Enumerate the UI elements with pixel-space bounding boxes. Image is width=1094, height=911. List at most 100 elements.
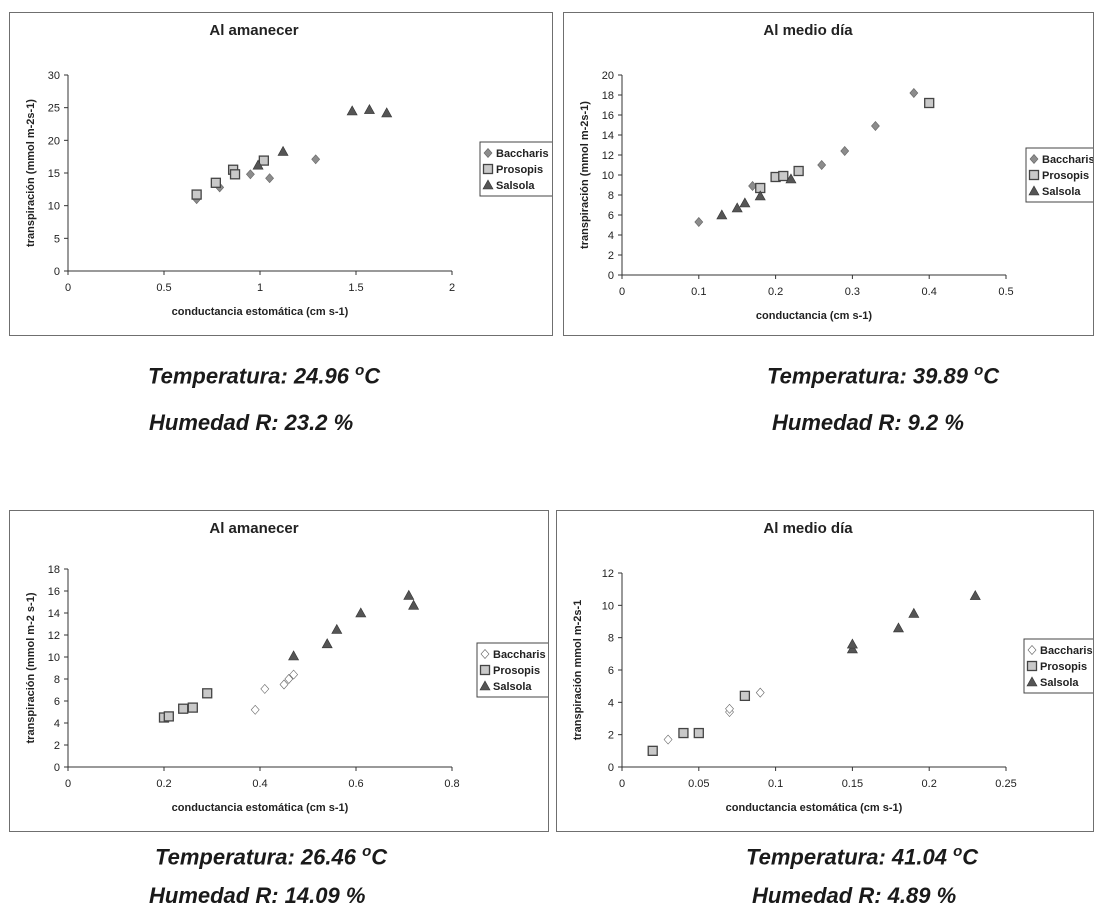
data-point-prosopis xyxy=(739,690,751,702)
y-tick-label: 8 xyxy=(608,633,614,645)
caption-humidity-1: Humedad R: 23.2 % xyxy=(149,410,354,435)
series-prosopis xyxy=(191,155,269,200)
data-point-salsola xyxy=(846,638,858,649)
y-tick-label: 18 xyxy=(602,90,614,102)
x-tick-label: 0.15 xyxy=(842,778,863,790)
legend-marker-prosopis xyxy=(1028,169,1040,181)
x-tick-label: 0 xyxy=(619,778,625,790)
y-tick-label: 12 xyxy=(602,568,614,580)
x-tick-label: 0.25 xyxy=(995,778,1016,790)
data-point-salsola xyxy=(355,607,367,618)
x-tick-label: 0.1 xyxy=(691,286,706,298)
data-point-baccharis xyxy=(284,674,294,684)
y-tick-label: 15 xyxy=(48,168,60,180)
data-point-salsola xyxy=(754,190,766,201)
x-axis-label: conductancia estomática (cm s-1) xyxy=(172,802,349,814)
x-tick-label: 0 xyxy=(65,282,71,294)
x-tick-label: 2 xyxy=(449,282,455,294)
y-tick-label: 8 xyxy=(54,674,60,686)
data-point-baccharis xyxy=(279,679,289,690)
series-prosopis xyxy=(647,690,751,756)
legend-marker-salsola xyxy=(1026,676,1038,687)
legend-marker-prosopis xyxy=(479,664,491,676)
y-tick-label: 2 xyxy=(608,730,614,742)
data-point-prosopis xyxy=(229,169,241,180)
data-point-salsola xyxy=(408,599,420,610)
data-point-salsola xyxy=(346,105,358,116)
legend-marker-salsola xyxy=(1028,185,1040,196)
chart-legend: Baccharis Prosopis Salsola xyxy=(1023,638,1093,694)
caption-temperature-3: Temperatura: 26.46 oC xyxy=(155,843,388,870)
chart-panel-3: Al amanecer 0 2 4 6 8 10 12 14 16 18 0 0.2 0.4 0.6 0.8 c… xyxy=(9,510,549,832)
chart-2-svg: Al medio día 0 2 4 6 8 10 12 14 16 18 20 0 0.1 0.2 0.3 0… xyxy=(579,22,1093,322)
temperature-value: Temperatura: 26.46 xyxy=(155,844,356,870)
data-point-baccharis xyxy=(260,683,270,694)
y-tick-label: 0 xyxy=(608,762,614,774)
y-tick-label: 10 xyxy=(48,652,60,664)
x-tick-label: 0.4 xyxy=(922,286,937,298)
data-point-prosopis xyxy=(258,155,269,166)
data-point-baccharis xyxy=(663,734,673,745)
x-axis-label: conductancia (cm s-1) xyxy=(756,310,872,322)
chart-title: Al medio día xyxy=(763,520,853,537)
chart-legend: Baccharis Prosopis Salsola xyxy=(1025,147,1093,203)
data-point-prosopis xyxy=(693,727,704,739)
x-tick-label: 0.8 xyxy=(444,778,459,790)
y-tick-label: 2 xyxy=(608,250,614,262)
data-point-prosopis xyxy=(647,745,658,756)
data-point-salsola xyxy=(331,623,343,634)
x-tick-label: 0.3 xyxy=(845,286,860,298)
legend-label-prosopis: Prosopis xyxy=(1040,661,1087,673)
data-point-prosopis xyxy=(210,177,221,188)
data-point-salsola xyxy=(892,622,904,633)
x-axis-label: conductancia estomática (cm s-1) xyxy=(172,306,349,318)
data-point-salsola xyxy=(969,590,981,600)
x-tick-label: 0.5 xyxy=(156,282,171,294)
series-baccharis xyxy=(192,154,321,205)
data-point-salsola xyxy=(731,202,743,213)
y-tick-label: 10 xyxy=(48,201,60,213)
data-point-salsola xyxy=(716,209,728,220)
data-point-prosopis xyxy=(202,688,213,699)
series-salsola xyxy=(252,104,393,170)
legend-marker-prosopis xyxy=(482,163,494,175)
y-tick-label: 14 xyxy=(602,130,614,142)
caption-humidity-2: Humedad R: 9.2 % xyxy=(772,410,964,435)
data-point-prosopis xyxy=(178,703,189,714)
y-tick-label: 18 xyxy=(48,564,60,576)
data-point-baccharis xyxy=(840,146,850,156)
legend-label-salsola: Salsola xyxy=(1040,677,1079,689)
data-point-salsola xyxy=(908,607,920,618)
chart-panel-2: Al medio día 0 2 4 6 8 10 12 14 16 18 20 0 0.1 0.2 0.3 0… xyxy=(563,12,1094,336)
y-tick-label: 4 xyxy=(54,718,60,730)
y-tick-label: 10 xyxy=(602,170,614,182)
chart-3-svg: Al amanecer 0 2 4 6 8 10 12 14 16 18 0 0.2 0.4 0.6 0.8 c… xyxy=(25,520,548,814)
legend-label-prosopis: Prosopis xyxy=(493,665,540,677)
chart-4-svg: Al medio día 0 2 4 6 8 10 12 0 0.05 0.1 0.15 0.2 0.25… xyxy=(572,520,1093,814)
y-tick-label: 25 xyxy=(48,103,60,115)
data-point-baccharis xyxy=(311,154,321,165)
y-tick-label: 0 xyxy=(54,266,60,278)
caption-temperature-2: Temperatura: 39.89 oC xyxy=(767,362,1000,389)
legend-marker-salsola xyxy=(482,179,494,190)
data-point-salsola xyxy=(363,104,375,114)
y-tick-label: 16 xyxy=(48,586,60,598)
x-tick-label: 0.2 xyxy=(768,286,783,298)
data-point-baccharis xyxy=(694,217,704,227)
data-point-salsola xyxy=(739,197,751,208)
chart-title: Al amanecer xyxy=(209,22,298,39)
temperature-value: Temperatura: 24.96 xyxy=(148,363,349,389)
x-tick-label: 1.5 xyxy=(348,282,363,294)
legend-label-salsola: Salsola xyxy=(493,681,532,693)
chart-legend: Baccharis Prosopis Salsola xyxy=(479,141,552,197)
data-point-baccharis xyxy=(909,88,919,98)
data-point-prosopis xyxy=(191,189,202,200)
data-point-prosopis xyxy=(924,97,935,109)
data-point-baccharis xyxy=(871,121,880,131)
legend-marker-baccharis xyxy=(1029,154,1039,164)
y-tick-label: 12 xyxy=(602,150,614,162)
legend-marker-baccharis xyxy=(1027,645,1037,655)
temperature-value: Temperatura: 39.89 xyxy=(767,363,968,389)
y-axis-label: transpiración (mmol m-2 s-1) xyxy=(25,592,37,743)
x-tick-label: 0.1 xyxy=(768,778,783,790)
